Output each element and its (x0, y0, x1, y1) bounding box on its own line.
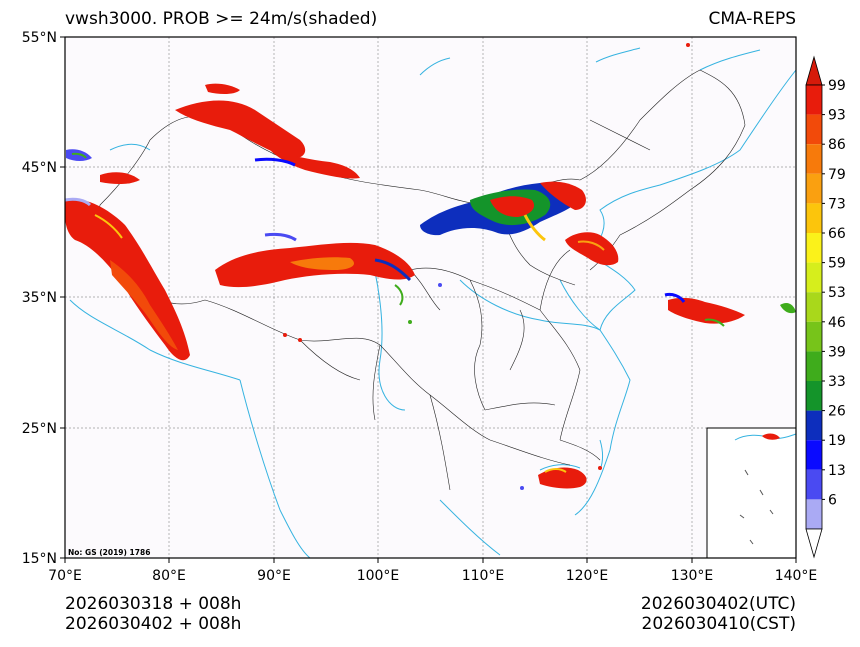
colorbar-cell (806, 321, 822, 352)
colorbar-tick-label: 13 (828, 463, 846, 479)
colorbar-cell (806, 440, 822, 470)
colorbar-cell (806, 144, 822, 174)
colorbar-cell (806, 499, 822, 529)
colorbar: 99 93 86 79 73 66 59 53 46 39 33 26 19 13 6 (805, 55, 846, 559)
colorbar-tick-label: 19 (828, 433, 846, 449)
chart-title: vwsh3000. PROB >= 24m/s(shaded) (65, 9, 378, 29)
colorbar-tick-label: 53 (828, 285, 846, 301)
lat-label-35n: 35°N (22, 290, 57, 306)
init-line-2: 2026030402 + 008h (65, 614, 242, 634)
colorbar-tick-label: 79 (828, 167, 846, 183)
valid-time-cst: 2026030410(CST) (641, 614, 796, 634)
colorbar-tick-label: 59 (828, 256, 846, 272)
lat-label-25n: 25°N (22, 421, 57, 437)
init-line-1: 2026030318 + 008h (65, 594, 242, 614)
lat-label-55n: 55°N (22, 30, 57, 46)
colorbar-cell (806, 203, 822, 233)
lat-label-45n: 45°N (22, 160, 57, 176)
lon-label-80e: 80°E (152, 568, 186, 584)
probability-shading (64, 43, 796, 490)
colorbar-cell (806, 114, 822, 145)
colorbar-tick-label: 73 (828, 196, 846, 212)
colorbar-cell (806, 292, 822, 322)
colorbar-cell (806, 233, 822, 263)
colorbar-cell (806, 469, 822, 500)
inset-islands (739, 469, 774, 545)
colorbar-top-arrow (805, 55, 823, 86)
colorbar-tick-label: 66 (828, 226, 846, 242)
lon-label-90e: 90°E (257, 568, 291, 584)
lon-label-100e: 100°E (357, 568, 400, 584)
lon-label-130e: 130°E (671, 568, 714, 584)
colorbar-bottom-arrow (805, 528, 823, 559)
colorbar-tick-label: 46 (828, 315, 846, 331)
lon-label-70e: 70°E (48, 568, 82, 584)
lon-label-120e: 120°E (566, 568, 609, 584)
map-approval-note: No: GS (2019) 1786 (68, 548, 150, 557)
lon-label-110e: 110°E (462, 568, 505, 584)
model-name: CMA-REPS (708, 9, 796, 29)
colorbar-cell (806, 381, 822, 411)
colorbar-tick-label: 26 (828, 404, 846, 420)
lat-label-15n: 15°N (22, 551, 57, 567)
colorbar-cell (806, 351, 822, 381)
valid-time-utc: 2026030402(UTC) (640, 594, 796, 614)
colorbar-cell (806, 262, 822, 293)
map-figure: 55°N 45°N 35°N 25°N 15°N 70°E 80°E 90°E … (22, 30, 846, 584)
lon-labels: 70°E 80°E 90°E 100°E 110°E 120°E 130°E 1… (48, 568, 817, 584)
axis-ticks (60, 36, 797, 563)
inset-shading (762, 433, 780, 440)
colorbar-cell (806, 173, 822, 204)
colorbar-cell (806, 85, 822, 115)
valid-time-block: 2026030402(UTC) 2026030410(CST) (641, 594, 796, 634)
lon-label-140e: 140°E (775, 568, 818, 584)
colorbar-cell (806, 410, 822, 441)
colorbar-tick-label: 86 (828, 137, 846, 153)
colorbar-tick-label: 99 (828, 78, 846, 94)
colorbar-tick-label: 6 (828, 492, 837, 508)
colorbar-tick-label: 39 (828, 344, 846, 360)
south-china-sea-inset (706, 427, 797, 559)
colorbar-tick-label: 33 (828, 374, 846, 390)
init-time-block: 2026030318 + 008h 2026030402 + 008h (65, 594, 241, 634)
lat-labels: 55°N 45°N 35°N 25°N 15°N (22, 30, 57, 567)
colorbar-tick-label: 93 (828, 108, 846, 124)
